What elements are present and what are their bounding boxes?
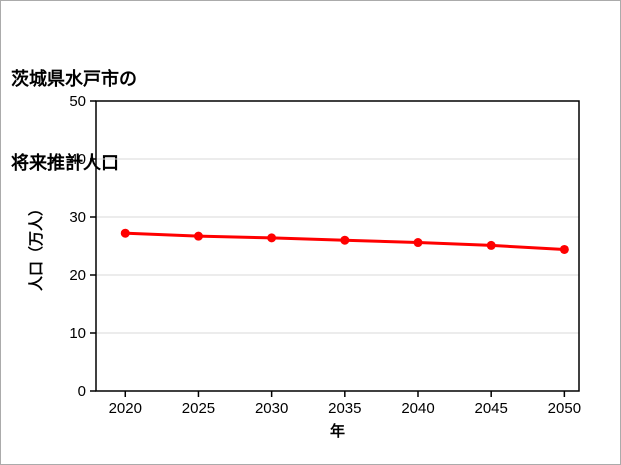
y-tick-label: 50 — [69, 93, 86, 110]
x-tick-label: 2020 — [109, 400, 142, 417]
data-point — [340, 235, 350, 245]
x-tick-label: 2045 — [474, 400, 507, 417]
y-axis-title: 人口（万人） — [27, 201, 45, 291]
y-tick-label: 20 — [69, 267, 86, 284]
x-tick-label: 2040 — [401, 400, 434, 417]
x-tick-label: 2025 — [182, 400, 215, 417]
x-tick-label: 2035 — [328, 400, 361, 417]
chart-title: 茨城県水戸市の 将来推計人口 — [11, 9, 137, 233]
x-tick-label: 2050 — [548, 400, 581, 417]
y-tick-label: 30 — [69, 209, 86, 226]
chart-title-line2: 将来推計人口 — [11, 153, 119, 173]
data-point — [413, 238, 423, 248]
data-point — [120, 228, 130, 238]
x-tick-label: 2030 — [255, 400, 288, 417]
data-point — [559, 244, 569, 254]
y-tick-label: 10 — [69, 325, 86, 342]
data-point — [193, 231, 203, 241]
x-axis-title: 年 — [330, 422, 345, 440]
chart-title-line1: 茨城県水戸市の — [11, 69, 137, 89]
y-tick-label: 40 — [69, 151, 86, 168]
data-point — [486, 240, 496, 250]
y-tick-label: 0 — [78, 383, 86, 400]
data-point — [267, 233, 277, 243]
plot-border — [95, 100, 580, 392]
